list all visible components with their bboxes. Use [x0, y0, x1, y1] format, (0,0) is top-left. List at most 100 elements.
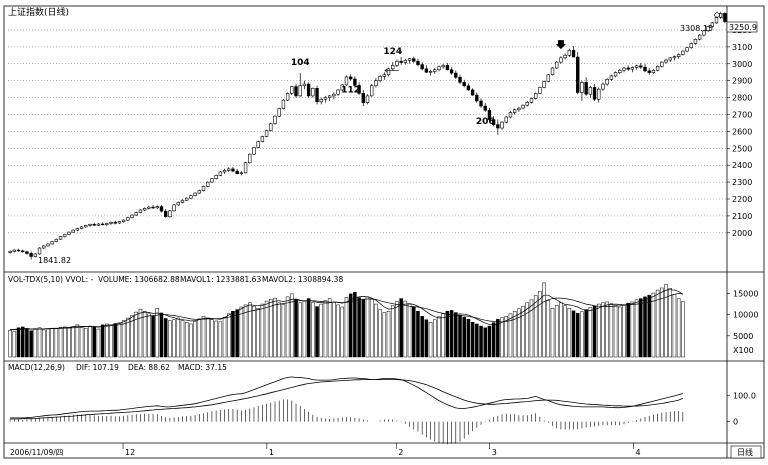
candle-up	[618, 69, 622, 73]
candle-up	[706, 26, 710, 32]
candle-up	[533, 93, 538, 99]
current-value-label: 3250.9	[729, 23, 757, 32]
candle-down	[491, 119, 496, 125]
volume-ma5-line	[10, 289, 684, 330]
volume-bar	[248, 302, 252, 358]
candle-up	[50, 241, 54, 245]
candle-down	[113, 222, 117, 224]
volume-bar	[546, 300, 551, 358]
volume-bar	[634, 299, 639, 358]
candle-up	[172, 204, 176, 212]
volume-bar	[496, 319, 500, 358]
volume-bar	[121, 320, 126, 358]
candle-up	[378, 76, 382, 81]
volume-bar	[390, 305, 395, 358]
candle-up	[685, 47, 689, 52]
low-price-label: 1841.82	[38, 256, 71, 265]
candle-up	[210, 178, 214, 183]
candle-up	[33, 253, 38, 257]
candle-up	[142, 208, 147, 211]
volume-bar	[466, 319, 471, 358]
candle-up	[555, 61, 559, 69]
volume-bar	[655, 289, 660, 358]
candle-down	[420, 64, 424, 70]
candle-up	[180, 199, 185, 203]
volume-bar	[470, 322, 475, 358]
period-button[interactable]	[730, 445, 762, 459]
candle-up	[54, 238, 59, 242]
candle-up	[546, 74, 550, 82]
volume-bar	[529, 299, 534, 358]
volume-bar	[559, 302, 563, 358]
candle-up	[681, 50, 685, 55]
volume-bar	[105, 323, 109, 358]
volume-bar	[252, 305, 256, 358]
volume-bar	[155, 308, 160, 358]
candle-up	[697, 34, 702, 40]
candle-up	[67, 231, 71, 235]
volume-bar	[668, 288, 673, 358]
volume-bars	[8, 282, 685, 358]
volume-bar	[189, 323, 193, 358]
volume-bar	[622, 304, 626, 358]
macd-axis: 0 100.0	[727, 391, 756, 427]
price-tick-label: 2000	[732, 229, 752, 238]
price-annotation: 206	[476, 117, 495, 127]
price-tick-label: 2600	[732, 127, 752, 136]
candle-up	[382, 74, 387, 77]
candle-up	[433, 69, 437, 72]
volume-bar	[487, 325, 492, 358]
volume-bar	[327, 298, 332, 358]
macd-tick-label: 100.0	[733, 391, 756, 400]
candle-up	[96, 223, 101, 226]
volume-bar	[533, 295, 538, 358]
volume-bar	[46, 328, 50, 358]
month-label: 12	[125, 448, 135, 457]
candle-down	[445, 65, 450, 70]
volume-bar	[525, 302, 530, 358]
period-button-label[interactable]: 日线	[737, 447, 753, 457]
volume-bar	[147, 313, 151, 358]
volume-bar	[12, 331, 17, 358]
candle-up	[46, 243, 50, 247]
volume-bar	[298, 302, 302, 358]
volume-bar	[647, 294, 651, 358]
volume-bar	[50, 327, 54, 358]
volume-bar	[411, 306, 416, 358]
candle-up	[227, 168, 231, 171]
candle-down	[462, 82, 466, 87]
candle-up	[437, 66, 441, 70]
volume-bar	[205, 317, 210, 358]
volume-bar	[79, 327, 84, 358]
candle-up	[500, 121, 504, 129]
candle-up	[79, 226, 84, 229]
volume-axis: 5000 10000 15000	[727, 289, 758, 341]
volume-bar	[96, 328, 101, 358]
price-tick-label: 2900	[732, 77, 752, 86]
volume-bar	[374, 303, 378, 358]
volume-bar	[479, 325, 483, 358]
volume-bar	[218, 321, 223, 358]
volume-bar	[504, 316, 509, 358]
candle-down	[353, 78, 357, 86]
volume-bar	[92, 326, 96, 358]
volume-bar	[311, 302, 315, 358]
candle-up	[634, 65, 639, 68]
volume-bar	[588, 307, 593, 358]
volume-bar	[134, 311, 139, 358]
candle-down	[643, 66, 647, 72]
candle-up	[689, 43, 693, 49]
volume-bar	[630, 301, 635, 358]
volume-tick-label: 5000	[733, 332, 753, 341]
candle-down	[487, 109, 492, 120]
outer-border	[3, 5, 765, 459]
dif-value-label: DIF: 107.19	[76, 363, 119, 372]
volume-bar	[512, 311, 517, 358]
candle-down	[479, 100, 483, 107]
candle-down	[21, 250, 25, 253]
candle-up	[529, 98, 534, 103]
volume-bar	[25, 329, 29, 358]
volume-bar	[290, 293, 294, 358]
